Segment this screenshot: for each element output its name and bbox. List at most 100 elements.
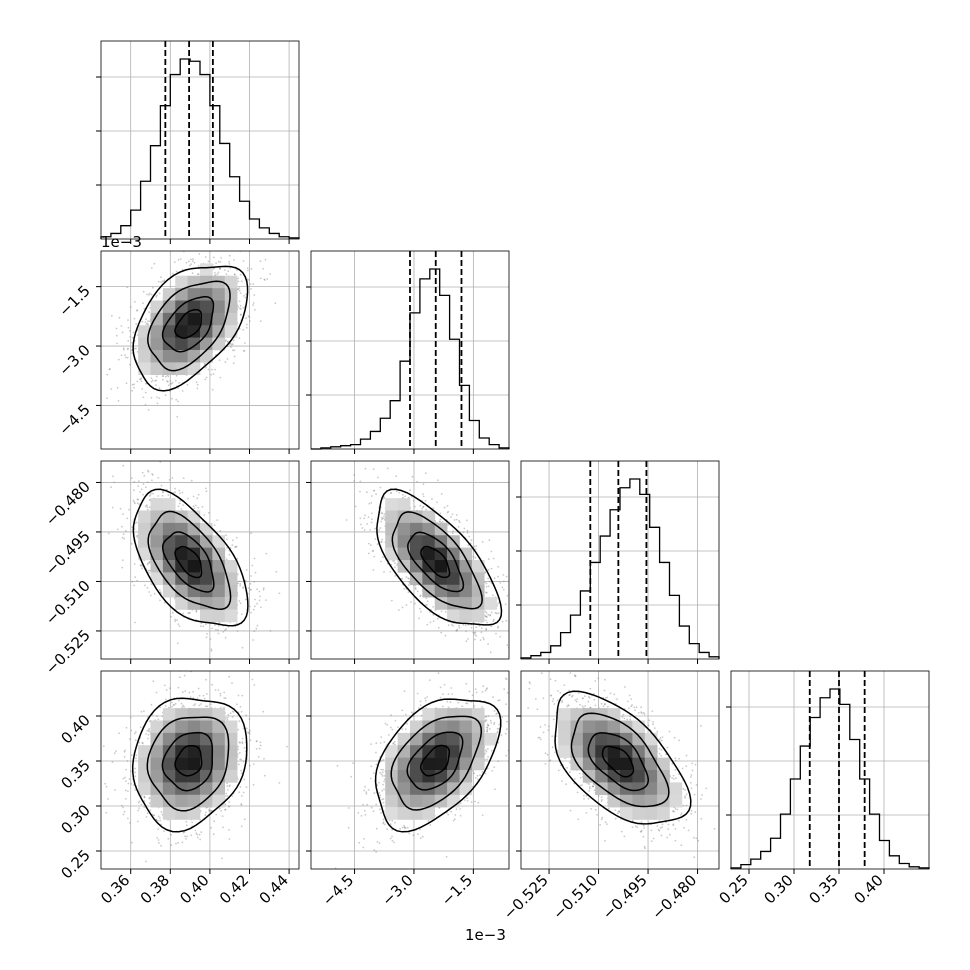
sample-point [403,588,405,590]
sample-point [451,513,454,516]
sample-point [359,490,361,493]
sample-point [361,527,364,529]
sample-point [383,496,386,499]
sample-point [236,557,239,560]
sample-point [228,553,231,556]
sample-point [212,373,215,375]
sample-point [152,492,154,495]
sample-point [410,496,413,498]
sample-point [163,601,166,604]
sample-point [210,650,213,652]
sample-point [138,503,141,506]
sample-point [497,612,500,615]
sample-point [364,514,366,517]
sample-point [467,544,470,547]
sample-point [487,558,490,561]
sample-point [173,261,176,263]
sample-point [419,504,422,507]
sample-point [106,373,109,376]
sample-point [487,585,490,588]
sample-point [167,380,169,383]
sample-point [177,505,180,508]
sample-point [130,542,133,545]
sample-point [424,472,427,475]
sample-point [250,288,252,290]
panel-frame [730,670,930,870]
sample-point [207,260,210,263]
sample-point [132,331,135,334]
sample-point [186,383,189,386]
sample-point [380,512,383,514]
sample-point [175,374,178,377]
density-cell [162,288,176,301]
sample-point [502,574,505,576]
sample-point [253,581,256,583]
sample-point [196,387,199,390]
hist-panel-1 [306,250,510,450]
sample-point [495,612,498,615]
sample-point [431,498,433,500]
sample-point [238,600,241,602]
sample-point [497,565,500,568]
sample-point [151,479,153,482]
sample-point [475,626,478,629]
sample-point [151,379,154,382]
histogram-step [100,58,300,239]
sample-point [155,379,158,382]
sample-point [235,536,238,539]
sample-point [192,505,195,508]
sample-point [380,560,382,563]
sample-point [155,375,158,378]
sample-point [190,263,193,266]
density-cell [175,535,188,548]
density-cell [200,584,213,598]
sample-point [380,520,383,523]
sample-point [195,611,198,613]
sample-point [381,538,384,541]
sample-point [178,381,180,384]
sample-point [212,267,215,270]
sample-point [210,373,213,376]
sample-point [131,341,133,344]
sample-point [219,268,221,270]
sample-point [196,273,199,276]
sample-point [437,626,440,629]
sample-point [380,516,383,519]
sample-point [136,502,139,505]
histogram-step [730,688,930,869]
sample-point [487,577,489,580]
sample-point [136,380,139,383]
sample-point [269,273,272,275]
sample-point [179,492,181,495]
sample-point [177,400,179,403]
density-cell [175,325,188,338]
sample-point [482,637,484,639]
sample-point [141,388,144,390]
sample-point [226,358,229,360]
sample-point [136,498,139,500]
density-cell [175,337,188,351]
sample-point [133,563,136,565]
sample-point [158,397,161,399]
scatter-panel-1-2 [310,460,510,660]
sample-point [131,352,134,354]
sample-point [150,377,153,379]
sample-point [153,262,156,265]
sample-point [182,504,185,506]
sample-point [164,375,167,378]
sample-point [499,635,502,638]
sample-point [494,611,497,614]
sample-point [474,638,476,641]
sample-point [146,469,149,472]
sample-point [484,571,487,573]
sample-point [133,386,135,389]
sample-point [145,318,147,320]
sample-point [128,363,131,366]
sample-point [177,623,180,626]
sample-point [139,491,141,493]
sample-point [248,316,251,319]
sample-point [216,273,219,275]
sample-point [373,555,376,558]
sample-point [146,504,148,506]
sample-point [377,476,379,479]
